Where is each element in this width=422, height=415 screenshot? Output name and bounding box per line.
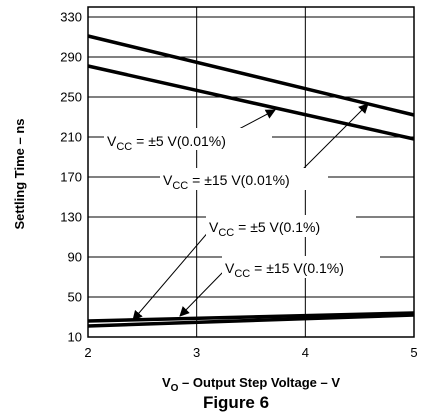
- y-tick-label: 50: [68, 290, 82, 305]
- series-line-1: [87, 34, 415, 117]
- y-tick-label: 290: [60, 50, 82, 65]
- y-tick-label: 210: [60, 130, 82, 145]
- series-line-4: [87, 313, 415, 328]
- annotation-box-4: [222, 256, 380, 278]
- arrow-vcc5-01: [132, 229, 211, 321]
- x-tick-label: 3: [193, 345, 200, 360]
- y-axis-title: Settling Time – ns: [12, 118, 27, 229]
- x-tick-labels: 2 3 4 5: [84, 345, 417, 360]
- y-tick-label: 250: [60, 90, 82, 105]
- annotation-box-2: [160, 168, 328, 190]
- y-tick-label: 330: [60, 10, 82, 25]
- arrow-vcc15-01: [179, 270, 225, 317]
- y-tick-label: 170: [60, 170, 82, 185]
- annotation-vcc5-001: VCC = ±5 V(0.01%): [107, 133, 226, 153]
- x-tick-label: 4: [302, 345, 309, 360]
- y-tick-labels: 10 50 90 130 170 210 250 290 330: [60, 10, 82, 345]
- annotation-box-3: [206, 215, 356, 237]
- arrow-vcc15-001: [299, 103, 369, 173]
- x-axis-title: VO – Output Step Voltage – V: [162, 375, 340, 394]
- y-tick-label: 130: [60, 210, 82, 225]
- annotation-vcc15-01: VCC = ±15 V(0.1%): [225, 260, 344, 280]
- series-lines: [87, 34, 415, 328]
- plot-frame: [87, 6, 415, 338]
- y-tick-label: 10: [68, 330, 82, 345]
- x-tick-label: 5: [410, 345, 417, 360]
- series-line-2: [87, 64, 415, 141]
- annotation-vcc5-01: VCC = ±5 V(0.1%): [209, 219, 320, 239]
- y-tick-label: 90: [68, 250, 82, 265]
- figure-label: Figure 6: [203, 393, 269, 412]
- annotation-vcc15-001: VCC = ±15 V(0.01%): [163, 172, 290, 192]
- x-tick-label: 2: [84, 345, 91, 360]
- annotation-box-1: [104, 128, 272, 150]
- annotation-arrows: [132, 103, 369, 321]
